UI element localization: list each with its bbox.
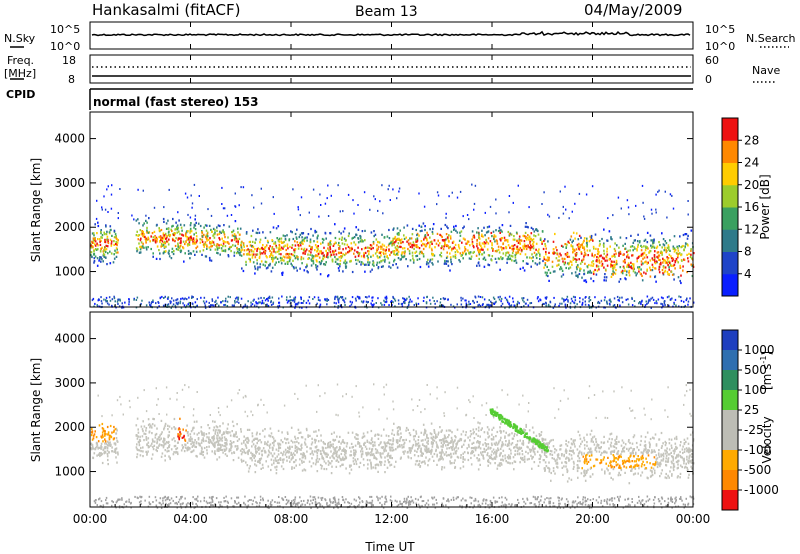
power-colorbar-tick: 4	[744, 267, 752, 281]
velocity-colorbar-tick: 500	[744, 363, 767, 377]
velocity-colorbar-label: Velocity	[760, 416, 774, 463]
freq-unit-label: [MHz]	[4, 67, 36, 80]
power-colorbar-cell	[722, 118, 738, 141]
power-colorbar-tick: 8	[744, 245, 752, 259]
nsearch-tick-top: 10^5	[705, 23, 735, 36]
x-tick-label: 16:00	[475, 512, 510, 526]
nsky-label: N.Sky	[4, 32, 36, 45]
velocity-colorbar-tick: -500	[744, 463, 771, 477]
velocity-y-tick-label: 2000	[54, 420, 85, 434]
nave-tick-bottom: 0	[705, 73, 712, 86]
power-colorbar-tick: 16	[744, 200, 759, 214]
power-colorbar-cell	[722, 273, 738, 297]
velocity-colorbar-cell	[722, 370, 738, 391]
cpid-label: CPID	[6, 88, 35, 101]
power-y-tick-label: 1000	[54, 265, 85, 279]
power-colorbar-tick: 24	[744, 156, 759, 170]
power-y-tick-label: 4000	[54, 132, 85, 146]
power-colorbar-label: Power [dB]	[758, 174, 772, 239]
velocity-colorbar-tick: 1000	[744, 343, 775, 357]
date-title: 04/May/2009	[584, 1, 682, 19]
beam-title: Beam 13	[355, 4, 418, 20]
cpid-program: normal (fast stereo) 153	[93, 95, 259, 109]
nsky-trace	[91, 30, 691, 37]
power-colorbar-tick: 20	[744, 178, 759, 192]
velocity-colorbar-cell	[722, 350, 738, 371]
power-colorbar-cell	[722, 251, 738, 275]
cpid-panel: CPID normal (fast stereo) 153	[6, 88, 693, 110]
power-colorbar-cell	[722, 184, 738, 208]
x-tick-label: 00:00	[676, 512, 711, 526]
velocity-y-tick-label: 1000	[54, 465, 85, 479]
power-colorbar-tick: 12	[744, 222, 759, 236]
x-axis-label: Time UT	[364, 540, 415, 554]
nsearch-tick-bottom: 10^0	[705, 40, 735, 53]
x-tick-label: 12:00	[374, 512, 409, 526]
velocity-y-tick-label: 4000	[54, 332, 85, 346]
velocity-colorbar-cell	[722, 490, 738, 511]
velocity-y-ticks: 1000 2000 3000 4000	[54, 332, 693, 479]
velocity-y-label: Slant Range [km]	[29, 358, 43, 462]
power-y-ticks: 1000 2000 3000 4000	[54, 132, 693, 279]
x-tick-label: 20:00	[575, 512, 610, 526]
x-tick-label: 04:00	[173, 512, 208, 526]
x-axis-ticks: 00:00 04:00 08:00 12:00 16:00 20:00 00:00	[73, 22, 711, 526]
power-colorbar-tick: 28	[744, 133, 759, 147]
velocity-colorbar-cell	[722, 390, 738, 411]
velocity-colorbar-cell	[722, 330, 738, 351]
x-tick-label: 00:00	[73, 512, 108, 526]
velocity-colorbar: 1000 500 100 25 -25 -100 -500 -1000 Velocity [m…	[721, 329, 779, 511]
velocity-colorbar-tick: 25	[744, 403, 759, 417]
station-title: Hankasalmi (fitACF)	[92, 1, 240, 19]
velocity-y-tick-label: 3000	[54, 376, 85, 390]
velocity-colorbar-tick: -100	[744, 443, 771, 457]
power-data-layer	[90, 183, 695, 309]
freq-tick-top: 18	[62, 54, 76, 67]
freq-panel: Freq. [MHz] 18 8 60 0 Nave	[4, 54, 780, 86]
nsky-panel: N.Sky 10^5 10^0 10^5 10^0 N.Search	[4, 21, 796, 53]
velocity-colorbar-cell	[722, 450, 738, 471]
velocity-panel: 1000 2000 3000 4000 Slant Range [km]	[29, 311, 695, 509]
power-y-tick-label: 2000	[54, 220, 85, 234]
power-y-tick-label: 3000	[54, 176, 85, 190]
freq-tick-bottom: 8	[68, 73, 75, 86]
velocity-colorbar-tick: -1000	[744, 483, 779, 497]
velocity-data-layer	[90, 383, 695, 509]
power-colorbar-cell	[722, 207, 738, 230]
power-panel: 1000 2000 3000 4000 Slant Range [km]	[29, 111, 695, 309]
velocity-colorbar-unit: [m s-1]	[759, 351, 774, 390]
velocity-colorbar-cell	[722, 410, 738, 431]
power-colorbar: 4 8 12 16 20 24 28 Power [dB]	[721, 117, 772, 297]
power-colorbar-cell	[722, 229, 738, 252]
nsky-tick-bottom: 10^0	[50, 40, 80, 53]
velocity-colorbar-tick: -25	[744, 423, 764, 437]
velocity-colorbar-cell	[722, 430, 738, 451]
power-colorbar-cell	[722, 162, 738, 186]
nsearch-label: N.Search	[746, 32, 796, 45]
nsky-tick-top: 10^5	[50, 23, 80, 36]
power-colorbar-cell	[722, 140, 738, 163]
nave-tick-top: 60	[705, 54, 719, 67]
velocity-colorbar-tick: 100	[744, 383, 767, 397]
x-tick-label: 08:00	[274, 512, 309, 526]
velocity-colorbar-cell	[722, 470, 738, 491]
freq-label: Freq.	[7, 54, 34, 67]
power-y-label: Slant Range [km]	[29, 158, 43, 262]
nave-label: Nave	[752, 64, 780, 77]
